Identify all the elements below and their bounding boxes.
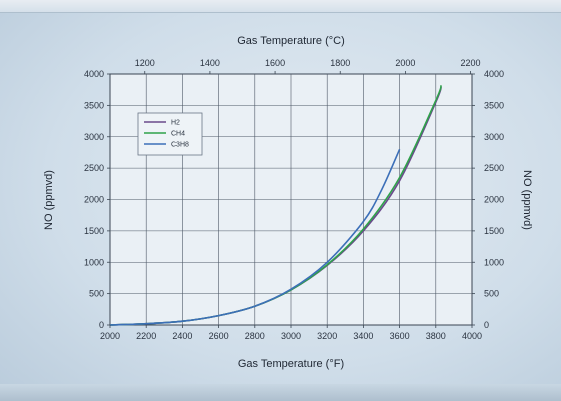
- series-line-c3h8: [109, 148, 401, 326]
- x-tick-label: 3400: [353, 331, 373, 341]
- grid-lines: [110, 74, 472, 325]
- y-tick-label: 4000: [84, 69, 104, 79]
- y-tick-label: 3500: [84, 100, 104, 110]
- x2-tick-label: 2200: [461, 58, 481, 68]
- x-axis-top: 1200 1400 1600 1800 2000 2200: [135, 58, 481, 74]
- legend-label-ch4: CH4: [171, 131, 185, 138]
- y-tick-label: 3000: [84, 132, 104, 142]
- x-tick-label: 2400: [172, 331, 192, 341]
- y2-tick-label: 4000: [484, 69, 504, 79]
- legend-label-h2: H2: [171, 120, 180, 127]
- y-axis-left: 0 500 1000 1500 2000 2500 3000 3500 4000: [84, 69, 110, 330]
- y2-tick-label: 3500: [484, 100, 504, 110]
- y2-tick-label: 2500: [484, 163, 504, 173]
- x-tick-label: 2000: [100, 331, 120, 341]
- x-tick-label: 2600: [209, 331, 229, 341]
- x-tick-label: 4000: [462, 331, 482, 341]
- y-tick-label: 2000: [84, 195, 104, 205]
- x-tick-label: 2200: [136, 331, 156, 341]
- legend: H2 CH4 C3H8: [137, 112, 203, 156]
- x-axis-bottom: 2000 2200 2400 2600 2800 3000 3200 3400 3600 3800…: [100, 325, 482, 341]
- y2-tick-label: 1000: [484, 257, 504, 267]
- x2-tick-label: 1800: [330, 58, 350, 68]
- y-tick-label: 500: [89, 289, 104, 299]
- x-axis-title: Gas Temperature (°F): [238, 358, 344, 370]
- x-tick-label: 3800: [426, 331, 446, 341]
- x2-axis-title: Gas Temperature (°C): [237, 35, 345, 47]
- y-axis-title: NO (ppmvd): [43, 170, 55, 230]
- legend-label-c3h8: C3H8: [171, 142, 189, 149]
- y2-axis-title: NO (ppmvd): [521, 170, 533, 230]
- y-tick-label: 0: [99, 320, 104, 330]
- y2-tick-label: 500: [484, 289, 499, 299]
- y-tick-label: 2500: [84, 163, 104, 173]
- x2-tick-label: 1200: [135, 58, 155, 68]
- slide-bottom-edge: [0, 384, 561, 401]
- y2-tick-label: 1500: [484, 226, 504, 236]
- y-tick-label: 1500: [84, 226, 104, 236]
- x2-tick-label: 1600: [265, 58, 285, 68]
- legend-box: [137, 112, 203, 156]
- series-layer: [109, 85, 442, 326]
- x2-tick-label: 2000: [395, 58, 415, 68]
- y-tick-label: 1000: [84, 257, 104, 267]
- y2-tick-label: 0: [484, 320, 489, 330]
- y2-tick-label: 3000: [484, 132, 504, 142]
- y2-tick-label: 2000: [484, 195, 504, 205]
- slide-top-edge: [0, 0, 561, 13]
- x-tick-label: 3200: [317, 331, 337, 341]
- x-tick-label: 3000: [281, 331, 301, 341]
- y-axis-right: 0 500 1000 1500 2000 2500 3000 3500 4000: [472, 69, 504, 330]
- x2-tick-label: 1400: [200, 58, 220, 68]
- x-tick-label: 3600: [390, 331, 410, 341]
- x-tick-label: 2800: [245, 331, 265, 341]
